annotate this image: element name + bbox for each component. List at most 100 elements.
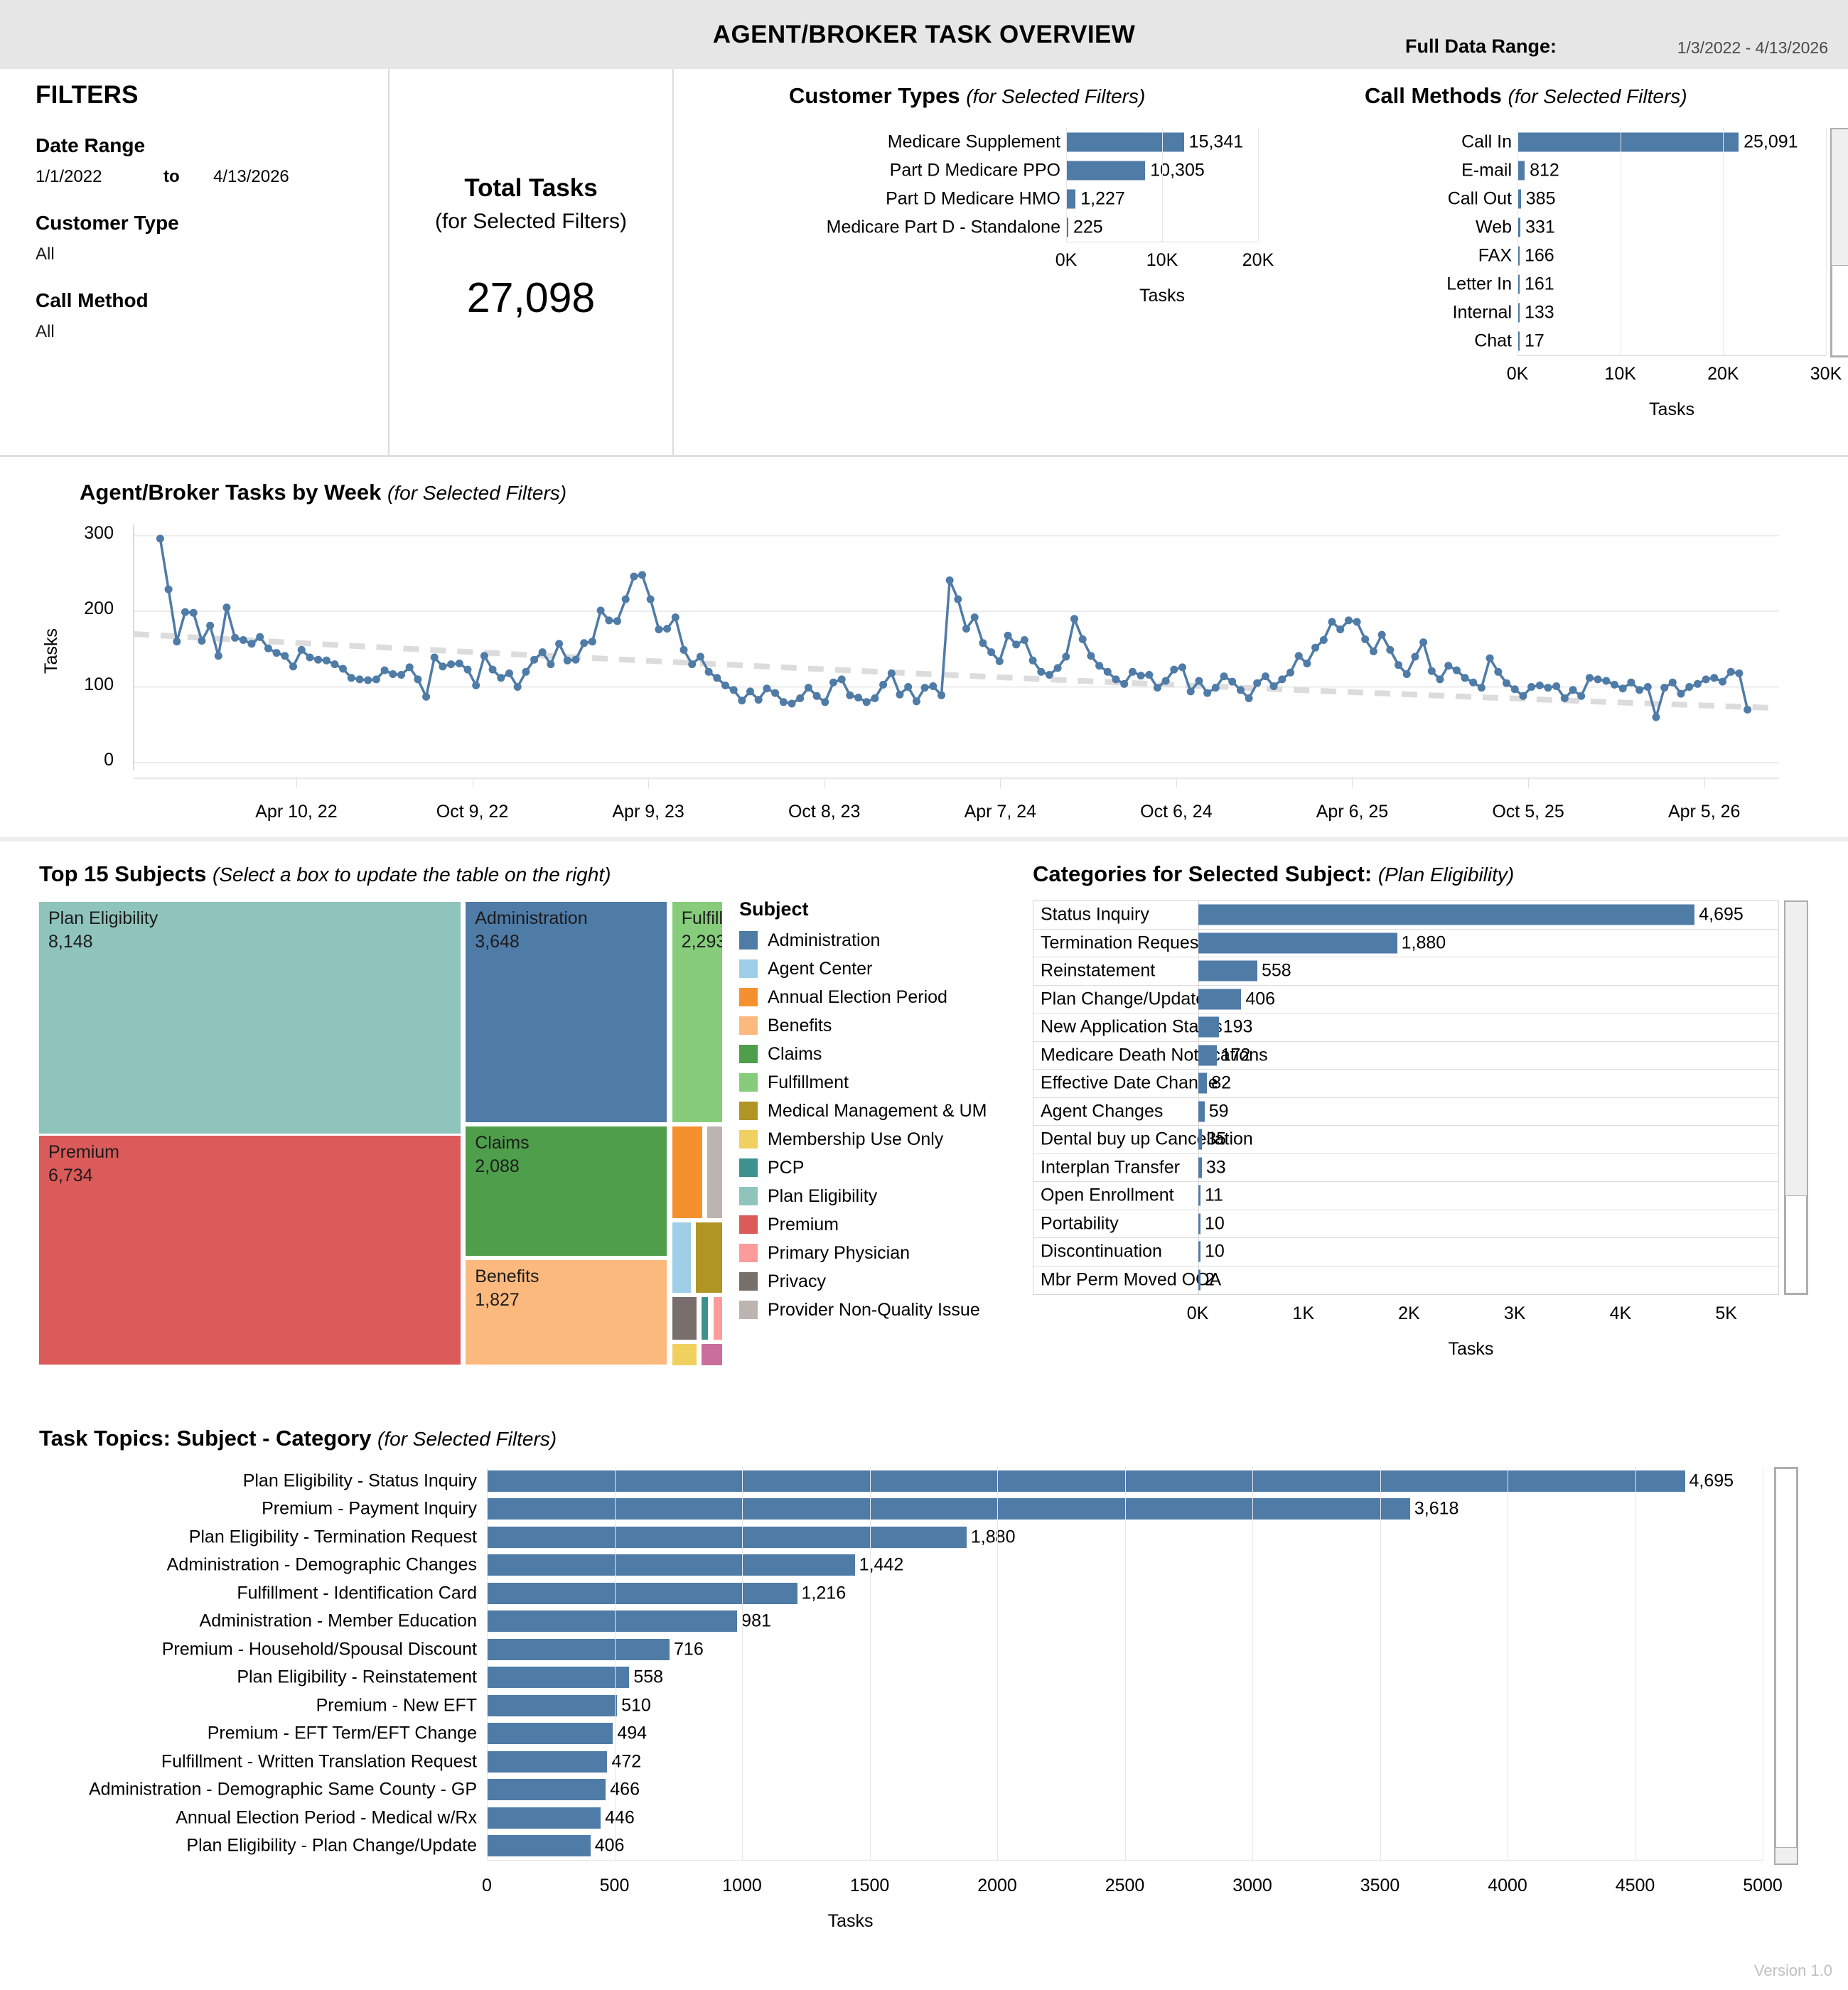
data-point[interactable] (1211, 684, 1220, 692)
bar-row[interactable]: Part D Medicare PPO 10,305 (890, 156, 1258, 185)
data-point[interactable] (896, 690, 904, 699)
bar-fill[interactable] (487, 1470, 1685, 1492)
data-point[interactable] (663, 625, 672, 633)
data-point[interactable] (430, 653, 439, 662)
table-row[interactable]: Agent Changes 59 (1033, 1097, 1778, 1126)
treemap-tile[interactable] (702, 1344, 723, 1365)
bar-fill[interactable] (1198, 1101, 1205, 1122)
legend-item[interactable]: Annual Election Period (739, 983, 987, 1011)
data-point[interactable] (970, 613, 979, 622)
data-point[interactable] (1726, 667, 1735, 676)
data-point[interactable] (331, 660, 339, 669)
bar-row[interactable]: Annual Election Period - Medical w/Rx 446 (176, 1804, 1763, 1832)
data-point[interactable] (1685, 683, 1694, 691)
call-method-value[interactable]: All (36, 322, 55, 341)
data-point[interactable] (289, 662, 297, 671)
legend-item[interactable]: Benefits (739, 1011, 987, 1040)
data-point[interactable] (1494, 667, 1503, 676)
treemap-tile[interactable] (672, 1222, 692, 1293)
bar-row[interactable]: Premium - Household/Spousal Discount 716 (162, 1635, 1763, 1664)
data-point[interactable] (738, 696, 746, 705)
legend-item[interactable]: Membership Use Only (739, 1125, 987, 1153)
data-point[interactable] (1037, 667, 1046, 676)
bar-fill[interactable] (487, 1554, 855, 1576)
treemap-tile[interactable]: Premium 6,734 (39, 1136, 461, 1365)
bar-row[interactable]: Plan Eligibility - Reinstatement 558 (237, 1664, 1763, 1692)
data-point[interactable] (1319, 636, 1328, 644)
bar-fill[interactable] (487, 1582, 797, 1604)
data-point[interactable] (156, 534, 164, 543)
bar-fill[interactable] (1517, 189, 1521, 209)
data-point[interactable] (1336, 625, 1345, 634)
data-point[interactable] (1328, 618, 1336, 626)
data-point[interactable] (862, 698, 871, 706)
data-point[interactable] (904, 683, 913, 691)
data-point[interactable] (1145, 671, 1154, 679)
bar-row[interactable]: Chat 17 (1474, 327, 1826, 355)
date-to-value[interactable]: 4/13/2026 (213, 167, 289, 186)
data-point[interactable] (1635, 686, 1644, 694)
legend-item[interactable]: Fulfillment (739, 1068, 987, 1097)
data-point[interactable] (1436, 675, 1444, 684)
data-point[interactable] (1120, 679, 1129, 688)
data-point[interactable] (1735, 669, 1744, 677)
data-point[interactable] (1710, 674, 1719, 682)
data-point[interactable] (1170, 665, 1178, 674)
data-point[interactable] (871, 694, 879, 702)
data-point[interactable] (887, 669, 896, 677)
data-point[interactable] (439, 662, 447, 671)
data-point[interactable] (1602, 677, 1611, 685)
data-point[interactable] (1660, 684, 1669, 692)
data-point[interactable] (1552, 682, 1561, 690)
data-point[interactable] (779, 698, 788, 706)
data-point[interactable] (1627, 678, 1635, 687)
table-row[interactable]: Mbr Perm Moved OOA 2 (1033, 1266, 1778, 1294)
data-point[interactable] (239, 636, 247, 644)
date-range-control[interactable]: 1/1/2022 to 4/13/2026 (36, 167, 384, 187)
data-point[interactable] (979, 639, 987, 647)
bar-row[interactable]: Administration - Demographic Same County… (89, 1776, 1763, 1805)
data-point[interactable] (796, 694, 805, 702)
legend-item[interactable]: Premium (739, 1210, 987, 1239)
data-point[interactable] (1386, 645, 1395, 654)
legend-item[interactable]: Agent Center (739, 954, 987, 983)
bar-fill[interactable] (1066, 189, 1076, 209)
bar-row[interactable]: Plan Eligibility - Plan Change/Update 406 (186, 1832, 1763, 1861)
data-point[interactable] (380, 666, 389, 674)
data-point[interactable] (1527, 683, 1536, 691)
data-point[interactable] (613, 617, 621, 625)
data-point[interactable] (547, 660, 555, 669)
data-point[interactable] (1693, 679, 1702, 688)
data-point[interactable] (1652, 713, 1660, 721)
data-point[interactable] (555, 640, 564, 648)
bar-row[interactable]: E-mail 812 (1461, 156, 1826, 185)
data-point[interactable] (1353, 618, 1361, 626)
data-point[interactable] (596, 606, 605, 615)
bar-fill[interactable] (1198, 1213, 1200, 1235)
data-point[interactable] (771, 689, 780, 697)
data-point[interactable] (222, 603, 231, 612)
data-point[interactable] (530, 655, 539, 664)
bar-row[interactable]: Call In 25,091 (1461, 128, 1826, 156)
bar-fill[interactable] (1517, 303, 1520, 323)
bar-fill[interactable] (487, 1610, 738, 1633)
data-point[interactable] (189, 608, 198, 617)
data-point[interactable] (1195, 677, 1203, 685)
data-point[interactable] (247, 640, 256, 648)
data-point[interactable] (1569, 686, 1577, 694)
data-point[interactable] (1577, 692, 1586, 700)
bar-fill[interactable] (487, 1498, 1410, 1520)
bar-fill[interactable] (1198, 1269, 1200, 1291)
bar-fill[interactable] (1198, 1157, 1202, 1178)
data-point[interactable] (322, 656, 331, 665)
bar-row[interactable]: Premium - Payment Inquiry 3,618 (262, 1495, 1763, 1524)
customer-type-value[interactable]: All (36, 244, 55, 264)
data-point[interactable] (763, 684, 771, 693)
data-point[interactable] (1668, 678, 1677, 687)
data-point[interactable] (987, 648, 996, 657)
bar-fill[interactable] (487, 1779, 606, 1801)
data-point[interactable] (696, 652, 704, 661)
data-point[interactable] (788, 699, 796, 708)
data-point[interactable] (198, 637, 206, 645)
bar-fill[interactable] (1517, 331, 1520, 351)
